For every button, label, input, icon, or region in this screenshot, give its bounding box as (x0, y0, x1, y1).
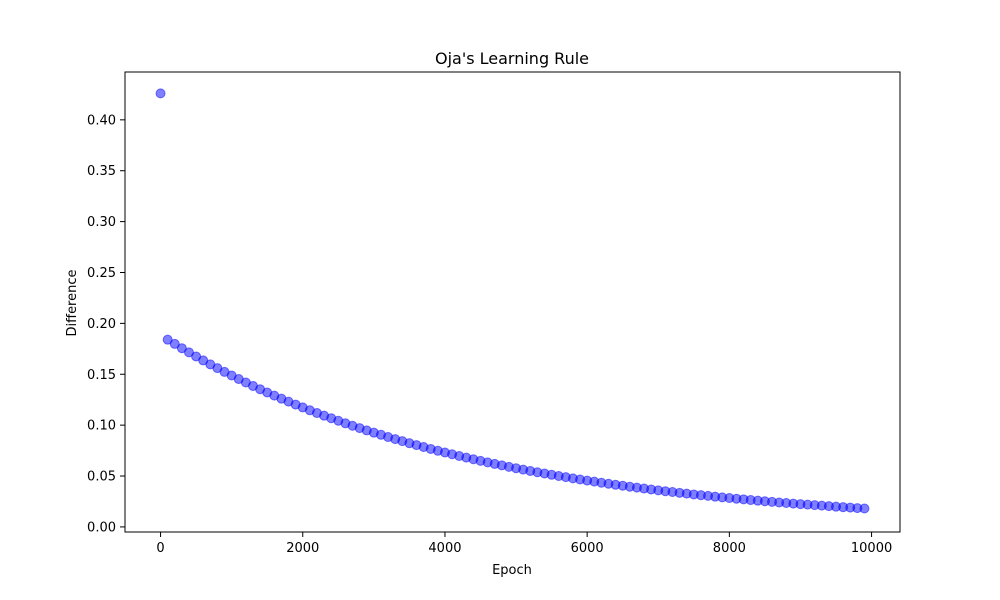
y-axis-label: Difference (65, 269, 80, 336)
y-tick-label: 0.30 (87, 215, 116, 230)
y-tick-label: 0.40 (87, 113, 116, 128)
x-tick-label: 10000 (851, 541, 892, 556)
y-tick-label: 0.00 (87, 520, 116, 535)
y-tick-label: 0.10 (87, 419, 116, 434)
y-tick-label: 0.25 (87, 266, 116, 281)
x-tick-label: 4000 (428, 541, 461, 556)
x-axis-ticks: 0 2000 4000 6000 8000 10000 (156, 532, 892, 556)
x-tick-label: 0 (156, 541, 164, 556)
x-tick-label: 6000 (571, 541, 604, 556)
data-points (155, 88, 870, 514)
y-tick-label: 0.05 (87, 470, 116, 485)
data-point (155, 88, 166, 99)
data-point (859, 503, 870, 514)
y-tick-label: 0.35 (87, 164, 116, 179)
data-point (162, 334, 173, 345)
y-tick-label: 0.15 (87, 368, 116, 383)
chart-title: Oja's Learning Rule (435, 49, 589, 68)
plot-frame (124, 71, 901, 533)
x-tick-label: 8000 (713, 541, 746, 556)
y-tick-label: 0.20 (87, 317, 116, 332)
y-axis-ticks: 0.00 0.05 0.10 0.15 0.20 0.25 0.30 0.35 0.40 (87, 113, 125, 535)
x-axis-label: Epoch (492, 563, 532, 578)
x-tick-label: 2000 (286, 541, 319, 556)
data-point (169, 338, 180, 349)
